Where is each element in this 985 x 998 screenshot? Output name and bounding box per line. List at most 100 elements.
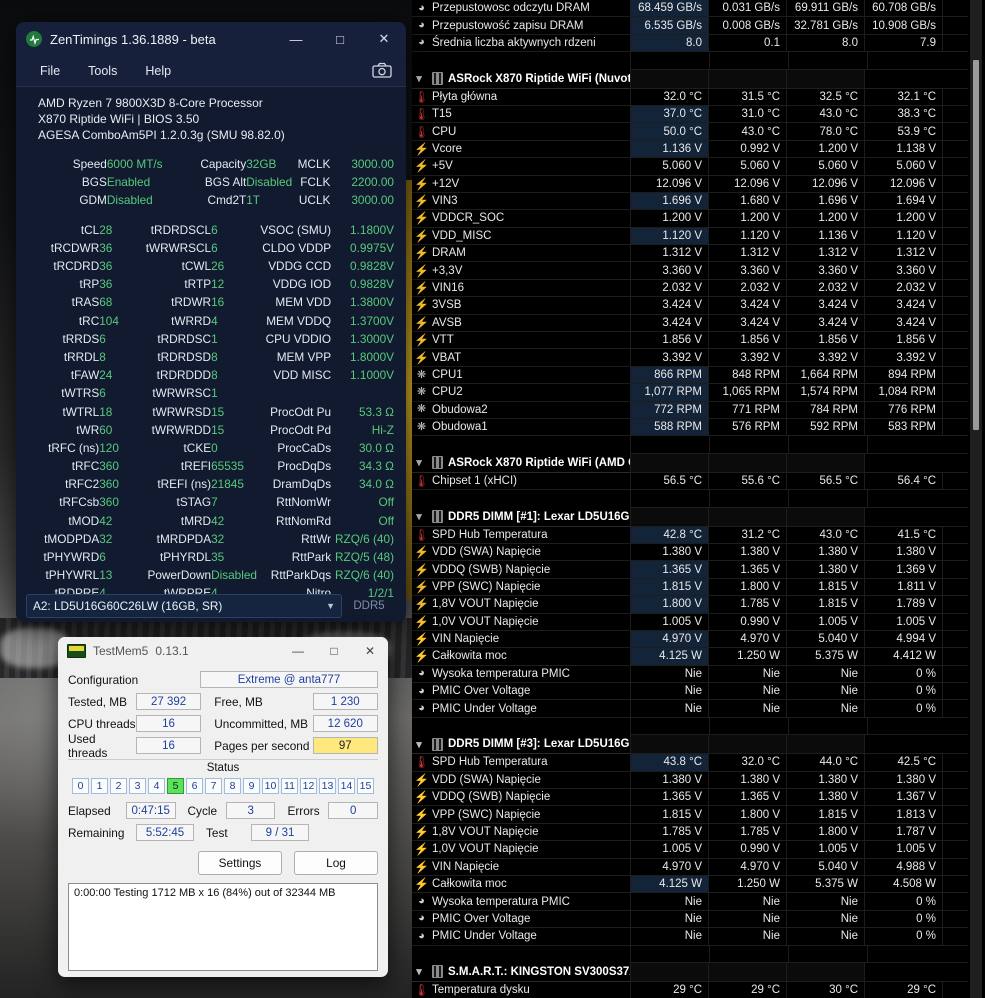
testmem5-minimize-button[interactable]: — — [292, 644, 304, 658]
zentimings-menubar[interactable]: File Tools Help — [16, 56, 406, 87]
thread-cell[interactable]: 4 — [148, 778, 165, 794]
thread-status-grid[interactable]: 0 1 2 3 4 5 6 7 8 9 10 11 12 13 14 15 — [68, 778, 378, 794]
sensor-group-blank — [708, 507, 786, 527]
settings-button[interactable]: Settings — [198, 851, 282, 875]
zentimings-minimize-button[interactable]: — — [289, 31, 303, 47]
sensor-row[interactable]: ◕ Przepustowość zapisu DRAM 6.535 GB/s 0.00… — [412, 17, 968, 35]
sensor-row[interactable]: ⚡ VDDCR_SOC 1.200 V 1.200 V 1.200 V 1.200 V — [412, 210, 968, 228]
thread-cell[interactable]: 5 — [167, 778, 184, 794]
sensor-row[interactable]: ⚡ Vcore 1.136 V 0.992 V 1.200 V 1.138 V — [412, 140, 968, 159]
testmem5-window[interactable]: TestMem5 0.13.1 — □ ✕ Configuration Extr… — [58, 637, 388, 977]
hwinfo-scrollbar-thumb[interactable] — [973, 60, 979, 430]
dimm-select-dropdown[interactable]: A2: LD5U16G60C26LW (16GB, SR) ▼ — [26, 594, 342, 618]
sensor-row[interactable]: ⚡ VDD (SWA) Napięcie 1.380 V 1.380 V 1.380 V… — [412, 543, 968, 562]
sensor-row[interactable]: ⚡ VDDQ (SWB) Napięcie 1.365 V 1.365 V 1.380 … — [412, 789, 968, 807]
sensor-row[interactable]: 🌡 CPU 50.0 °C 43.0 °C 78.0 °C 53.9 °C — [412, 123, 968, 141]
hwinfo-sensors-panel[interactable]: ◕ Przepustowosc odczytu DRAM 68.459 GB/s 0.… — [412, 0, 985, 998]
sensor-row[interactable]: ⚡ VIN Napięcie 4.970 V 4.970 V 5.040 V 4.988 … — [412, 858, 968, 876]
zentimings-titlebar[interactable]: ZenTimings 1.36.1889 - beta — □ ✕ — [16, 22, 406, 56]
sensor-row[interactable]: ⚡ VPP (SWC) Napięcie 1.815 V 1.800 V 1.815 V… — [412, 578, 968, 597]
chevron-down-icon[interactable]: ▾ — [416, 511, 422, 524]
thread-cell[interactable]: 9 — [243, 778, 260, 794]
zentimings-close-button[interactable]: ✕ — [378, 31, 390, 46]
sensor-row[interactable]: 🌡 Płyta główna 32.0 °C 31.5 °C 32.5 °C 32.1 °… — [412, 88, 968, 106]
thread-cell[interactable]: 14 — [338, 778, 355, 794]
menu-item-help[interactable]: Help — [145, 64, 172, 78]
menu-item-file[interactable]: File — [40, 64, 61, 78]
sensor-label: 🌡 CPU — [412, 123, 630, 141]
sensor-row[interactable]: ❋ CPU2 1,077 RPM 1,065 RPM 1,574 RPM 1,084 RP… — [412, 384, 968, 402]
sensor-row[interactable]: ◕ PMIC Over Voltage Nie Nie Nie 0 % — [412, 683, 968, 701]
sensor-row[interactable]: ⚡ VIN3 1.696 V 1.680 V 1.696 V 1.694 V — [412, 192, 968, 211]
sensor-row[interactable]: ⚡ Całkowita moc 4.125 W 1.250 W 5.375 W 4.412… — [412, 648, 968, 666]
sensor-row[interactable]: ◕ Wysoka temperatura PMIC Nie Nie Nie 0 % — [412, 665, 968, 684]
thread-cell[interactable]: 1 — [91, 778, 108, 794]
sensor-group-header[interactable]: ▾ DDR5 DIMM [#1]: Lexar LD5U16G60C26LW (P… — [412, 507, 968, 527]
thread-cell[interactable]: 10 — [262, 778, 279, 794]
thread-cell[interactable]: 0 — [72, 778, 89, 794]
sensor-group-header[interactable]: ▾ ASRock X870 Riptide WiFi (AMD Chipset) — [412, 453, 968, 473]
sensor-row[interactable]: ⚡ VPP (SWC) Napięcie 1.815 V 1.800 V 1.815 V… — [412, 806, 968, 824]
sensor-row[interactable]: ❋ CPU1 866 RPM 848 RPM 1,664 RPM 894 RPM — [412, 366, 968, 385]
sensor-row[interactable]: ⚡ 1,8V VOUT Napięcie 1.785 V 1.785 V 1.800 V… — [412, 823, 968, 842]
sensor-row[interactable]: 🌡 Chipset 1 (xHCI) 56.5 °C 55.6 °C 56.5 °C 56… — [412, 472, 968, 491]
sensor-row[interactable]: ❋ Obudowa1 588 RPM 576 RPM 592 RPM 583 RPM — [412, 418, 968, 437]
sensor-row[interactable]: ⚡ Całkowita moc 4.125 W 1.250 W 5.375 W 4.508… — [412, 875, 968, 894]
sensor-row[interactable]: 🌡 SPD Hub Temperatura 43.8 °C 32.0 °C 44.0 °… — [412, 754, 968, 772]
chevron-down-icon[interactable]: ▾ — [416, 73, 422, 86]
sensor-row[interactable]: ⚡ VDD (SWA) Napięcie 1.380 V 1.380 V 1.380 V… — [412, 771, 968, 790]
sensor-row[interactable]: ⚡ VDDQ (SWB) Napięcie 1.365 V 1.365 V 1.380 … — [412, 561, 968, 579]
sensor-row[interactable]: ◕ Średnia liczba aktywnych rdzeni 8.0 0.1 8.… — [412, 34, 968, 53]
thread-cell[interactable]: 11 — [281, 778, 298, 794]
sensor-row[interactable]: ◕ PMIC Over Voltage Nie Nie Nie 0 % — [412, 910, 968, 929]
thread-cell[interactable]: 7 — [205, 778, 222, 794]
camera-icon[interactable] — [372, 62, 392, 78]
thread-cell[interactable]: 2 — [110, 778, 127, 794]
sensor-row[interactable]: ◕ Przepustowosc odczytu DRAM 68.459 GB/s 0.… — [412, 0, 968, 18]
menu-item-tools[interactable]: Tools — [88, 64, 118, 78]
thread-cell[interactable]: 6 — [186, 778, 203, 794]
log-button[interactable]: Log — [294, 851, 378, 875]
chevron-down-icon[interactable]: ▾ — [416, 738, 422, 751]
thread-cell[interactable]: 3 — [129, 778, 146, 794]
configuration-value[interactable]: Extreme @ anta777 — [200, 671, 378, 688]
zentimings-maximize-button[interactable]: □ — [336, 31, 344, 47]
sensor-row[interactable]: ⚡ +5V 5.060 V 5.060 V 5.060 V 5.060 V — [412, 158, 968, 176]
testmem5-close-button[interactable]: ✕ — [364, 644, 376, 658]
sensor-row[interactable]: ⚡ 3VSB 3.424 V 3.424 V 3.424 V 3.424 V — [412, 297, 968, 315]
sensor-row[interactable]: ◕ Wysoka temperatura PMIC Nie Nie Nie 0 % — [412, 893, 968, 911]
thread-cell[interactable]: 8 — [224, 778, 241, 794]
sensor-row[interactable]: ⚡ DRAM 1.312 V 1.312 V 1.312 V 1.312 V — [412, 245, 968, 263]
sensor-row[interactable]: ⚡ VIN16 2.032 V 2.032 V 2.032 V 2.032 V — [412, 279, 968, 298]
sensor-row[interactable]: ⚡ VDD_MISC 1.120 V 1.120 V 1.136 V 1.120 V — [412, 227, 968, 246]
sensor-row[interactable]: ⚡ 1,0V VOUT Napięcie 1.005 V 0.990 V 1.005 V… — [412, 613, 968, 631]
chevron-down-icon[interactable]: ▾ — [416, 966, 422, 979]
hwinfo-scrollbar[interactable] — [970, 0, 982, 998]
sensor-row[interactable]: 🌡 SPD Hub Temperatura 42.8 °C 31.2 °C 43.0 °… — [412, 526, 968, 544]
sensor-group-header[interactable]: ▾ DDR5 DIMM [#3]: Lexar LD5U16G60C26LW (P… — [412, 735, 968, 755]
sensor-group-header[interactable]: ▾ ASRock X870 Riptide WiFi (Nuvoton NCT66… — [412, 69, 968, 89]
chevron-down-icon[interactable]: ▾ — [416, 457, 422, 470]
sensor-row[interactable]: ⚡ +12V 12.096 V 12.096 V 12.096 V 12.096 V — [412, 175, 968, 193]
hwinfo-sensor-list[interactable]: ◕ Przepustowosc odczytu DRAM 68.459 GB/s 0.… — [412, 0, 968, 998]
thread-cell[interactable]: 12 — [300, 778, 317, 794]
sensor-row[interactable]: ◕ PMIC Under Voltage Nie Nie Nie 0 % — [412, 928, 968, 946]
sensor-group-header[interactable]: ▾ S.M.A.R.T.: KINGSTON SV300S37A120G (500… — [412, 962, 968, 982]
sensor-row[interactable]: ⚡ 1,0V VOUT Napięcie 1.005 V 0.990 V 1.005 V… — [412, 841, 968, 859]
sensor-row[interactable]: ⚡ AVSB 3.424 V 3.424 V 3.424 V 3.424 V — [412, 314, 968, 333]
sensor-row[interactable]: ⚡ VIN Napięcie 4.970 V 4.970 V 5.040 V 4.994 … — [412, 630, 968, 649]
sensor-row[interactable]: ⚡ 1,8V VOUT Napięcie 1.800 V 1.785 V 1.815 V… — [412, 596, 968, 614]
sensor-row[interactable]: 🌡 Temperatura dysku 29 °C 29 °C 30 °C 29 °C — [412, 981, 968, 998]
sensor-row[interactable]: ⚡ +3,3V 3.360 V 3.360 V 3.360 V 3.360 V — [412, 262, 968, 280]
sensor-row[interactable]: 🌡 T15 37.0 °C 31.0 °C 43.0 °C 38.3 °C — [412, 105, 968, 124]
sensor-row[interactable]: ◕ PMIC Under Voltage Nie Nie Nie 0 % — [412, 700, 968, 718]
testmem5-maximize-button[interactable]: □ — [330, 644, 338, 658]
sensor-row[interactable]: ⚡ VTT 1.856 V 1.856 V 1.856 V 1.856 V — [412, 332, 968, 350]
sensor-row[interactable]: ⚡ VBAT 3.392 V 3.392 V 3.392 V 3.392 V — [412, 349, 968, 367]
zentimings-window[interactable]: ZenTimings 1.36.1889 - beta — □ ✕ File T… — [16, 22, 406, 622]
thread-cell[interactable]: 15 — [357, 778, 374, 794]
sensor-row[interactable]: ❋ Obudowa2 772 RPM 771 RPM 784 RPM 776 RPM — [412, 401, 968, 419]
thread-cell[interactable]: 13 — [319, 778, 336, 794]
testmem5-titlebar[interactable]: TestMem5 0.13.1 — □ ✕ — [58, 637, 388, 665]
testmem5-log-output[interactable]: 0:00:00 Testing 1712 MB x 16 (84%) out o… — [68, 883, 378, 971]
